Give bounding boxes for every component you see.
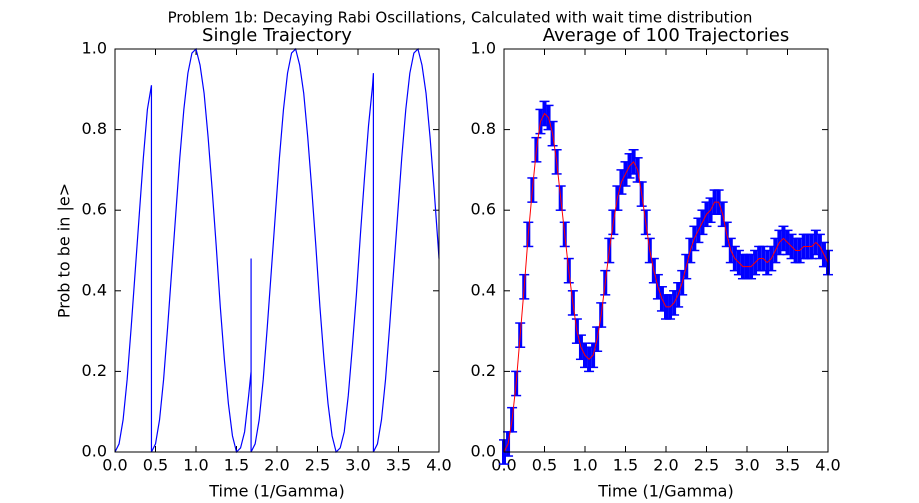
y-tick-label: 0.2 [82, 361, 107, 380]
x-tick-label: 3.0 [345, 456, 370, 475]
x-tick-label: 2.0 [264, 456, 289, 475]
x-axis-label: Time (1/Gamma) [208, 482, 344, 501]
x-tick-label: 3.5 [386, 456, 411, 475]
x-tick-label: 3.5 [775, 456, 800, 475]
data-line [114, 47, 440, 454]
y-tick-label: 0.8 [471, 119, 496, 138]
x-tick-label: 2.5 [694, 456, 719, 475]
subplot-title: Average of 100 Trajectories [543, 25, 789, 46]
y-tick-label: 0.6 [82, 200, 107, 219]
y-tick-label: 0.6 [471, 200, 496, 219]
y-tick-label: 1.0 [471, 39, 496, 58]
x-tick-label: 3.0 [734, 456, 759, 475]
data-line [503, 112, 829, 453]
x-tick-label: 4.0 [426, 456, 451, 475]
x-tick-label: 2.0 [653, 456, 678, 475]
x-tick-label: 1.0 [183, 456, 208, 475]
x-tick-label: 0.0 [102, 456, 127, 475]
y-tick-label: 0.0 [82, 442, 107, 461]
y-tick-label: 0.2 [471, 361, 496, 380]
x-tick-label: 4.0 [815, 456, 840, 475]
x-tick-label: 1.5 [613, 456, 638, 475]
x-tick-label: 1.5 [224, 456, 249, 475]
axes-frame [503, 48, 829, 453]
y-tick-label: 0.8 [82, 119, 107, 138]
y-tick-label: 0.0 [471, 442, 496, 461]
subplot-title: Single Trajectory [202, 25, 352, 46]
y-tick-label: 1.0 [82, 39, 107, 58]
y-tick-label: 0.4 [471, 280, 496, 299]
y-axis-label: Prob to be in |e> [55, 183, 74, 318]
axes-frame [114, 48, 440, 453]
x-tick-label: 0.5 [143, 456, 168, 475]
y-tick-label: 0.4 [82, 280, 107, 299]
x-tick-label: 2.5 [305, 456, 330, 475]
x-tick-label: 0.0 [491, 456, 516, 475]
x-tick-label: 1.0 [572, 456, 597, 475]
figure-title: Problem 1b: Decaying Rabi Oscillations, … [168, 9, 753, 27]
x-axis-label: Time (1/Gamma) [597, 482, 733, 501]
x-tick-label: 0.5 [532, 456, 557, 475]
